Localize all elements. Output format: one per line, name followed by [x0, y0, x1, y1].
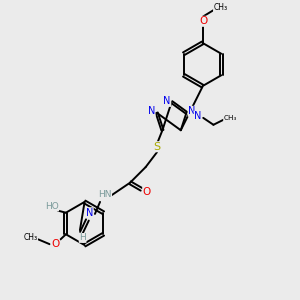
Text: S: S [154, 142, 160, 152]
Text: O: O [51, 239, 59, 249]
Text: N: N [194, 111, 202, 122]
Text: CH₃: CH₃ [213, 3, 228, 12]
Text: N: N [86, 208, 93, 218]
Text: N: N [148, 106, 155, 116]
Text: N: N [164, 96, 171, 106]
Text: CH₃: CH₃ [224, 115, 237, 121]
Text: O: O [199, 16, 207, 26]
Text: HN: HN [98, 190, 112, 199]
Text: H: H [79, 233, 86, 242]
Text: CH₃: CH₃ [23, 233, 38, 242]
Text: N: N [188, 106, 196, 116]
Text: HO: HO [45, 202, 59, 211]
Text: O: O [143, 187, 151, 197]
